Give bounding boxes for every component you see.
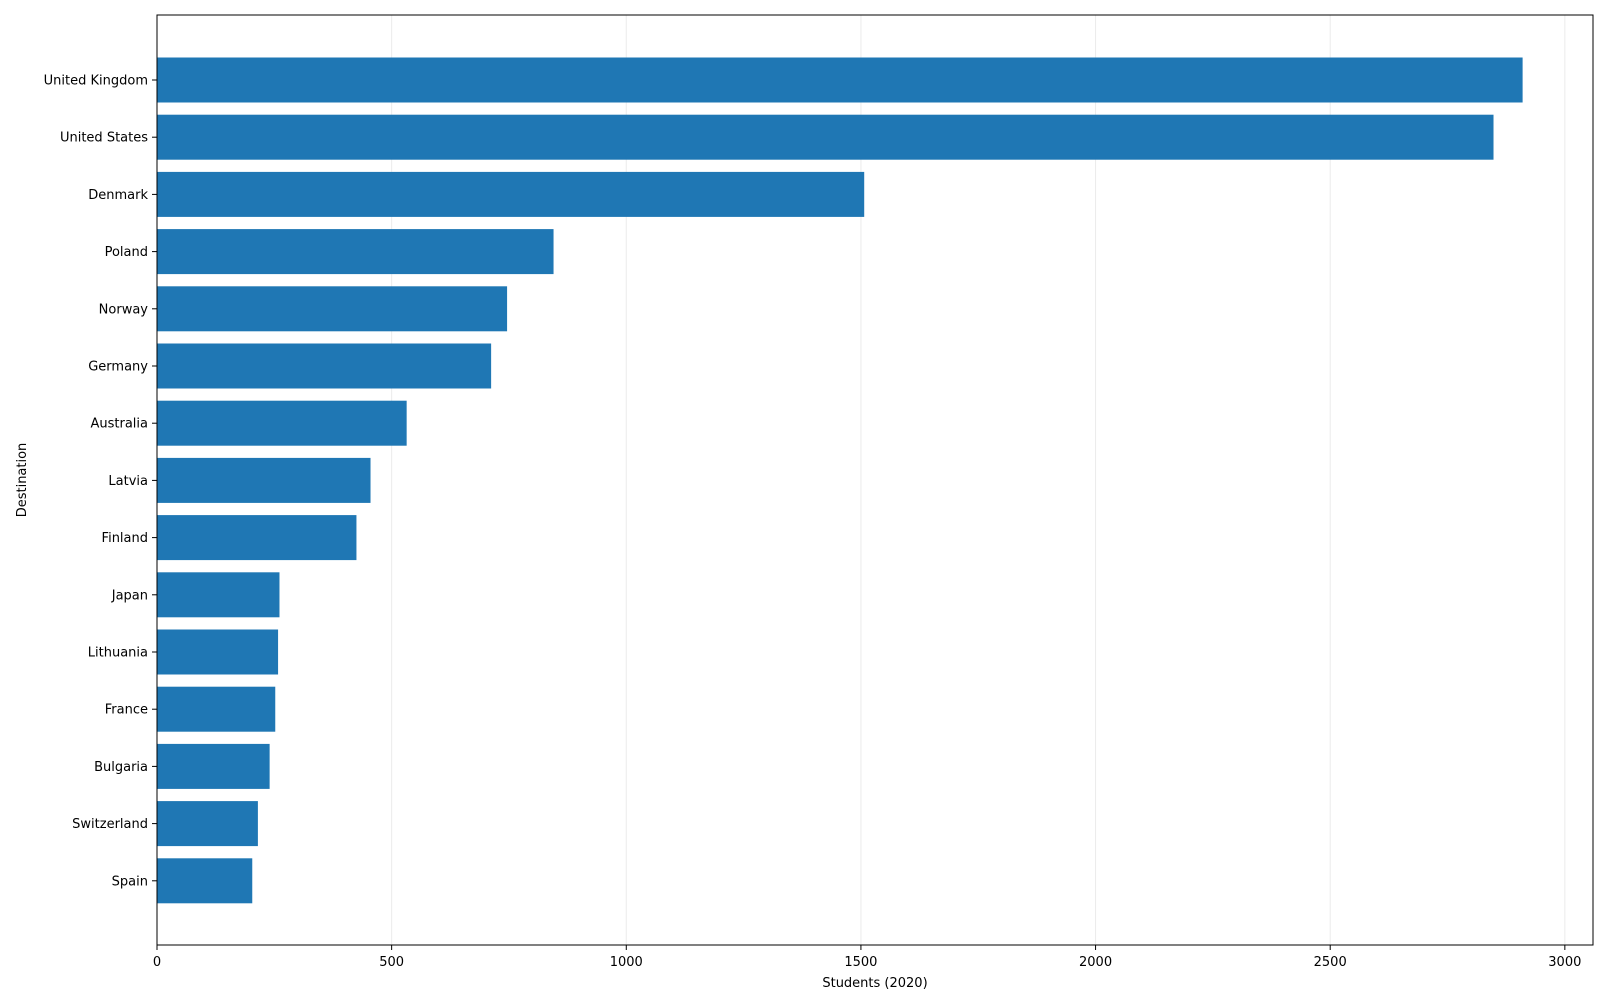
y-tick-label: Spain — [112, 874, 148, 889]
x-tick-label: 1000 — [610, 955, 643, 970]
y-tick-label: Germany — [88, 360, 148, 375]
bar — [157, 343, 492, 389]
y-tick-label: Norway — [99, 302, 149, 317]
bar — [157, 686, 276, 732]
x-tick-label: 2500 — [1314, 955, 1347, 970]
y-axis-ticks: United Kingdom United States Denmark Poland… — [44, 74, 157, 889]
bar — [157, 858, 253, 904]
bar — [157, 171, 865, 217]
bar — [157, 572, 280, 618]
bar — [157, 57, 1523, 103]
y-tick-label: Australia — [90, 417, 148, 432]
bar — [157, 114, 1494, 160]
y-tick-label: Lithuania — [88, 646, 148, 661]
grid-lines — [391, 15, 1566, 945]
y-tick-label: Bulgaria — [94, 760, 148, 775]
bar — [157, 229, 554, 275]
x-tick-label: 1500 — [844, 955, 877, 970]
y-tick-label: Finland — [102, 531, 148, 546]
bar — [157, 286, 508, 332]
y-tick-label: Poland — [105, 245, 148, 260]
y-tick-label: France — [105, 703, 148, 718]
bar — [157, 457, 371, 503]
bar — [157, 400, 407, 446]
y-tick-label: United Kingdom — [44, 74, 148, 89]
y-tick-label: Denmark — [88, 188, 148, 203]
x-tick-label: 500 — [379, 955, 404, 970]
bar — [157, 743, 270, 789]
bar — [157, 515, 357, 561]
bar — [157, 629, 279, 675]
y-tick-label: Latvia — [108, 474, 148, 489]
y-axis-label: Destination — [15, 443, 30, 518]
bar — [157, 801, 258, 847]
y-tick-label: Switzerland — [72, 817, 148, 832]
x-axis-ticks: 0 500 1000 1500 2000 2500 3000 — [153, 945, 1581, 970]
x-tick-label: 2000 — [1079, 955, 1112, 970]
x-tick-label: 3000 — [1548, 955, 1581, 970]
bars — [157, 57, 1523, 904]
y-tick-label: United States — [60, 131, 148, 146]
y-tick-label: Japan — [111, 588, 148, 603]
x-tick-label: 0 — [153, 955, 161, 970]
x-axis-label: Students (2020) — [822, 976, 927, 991]
